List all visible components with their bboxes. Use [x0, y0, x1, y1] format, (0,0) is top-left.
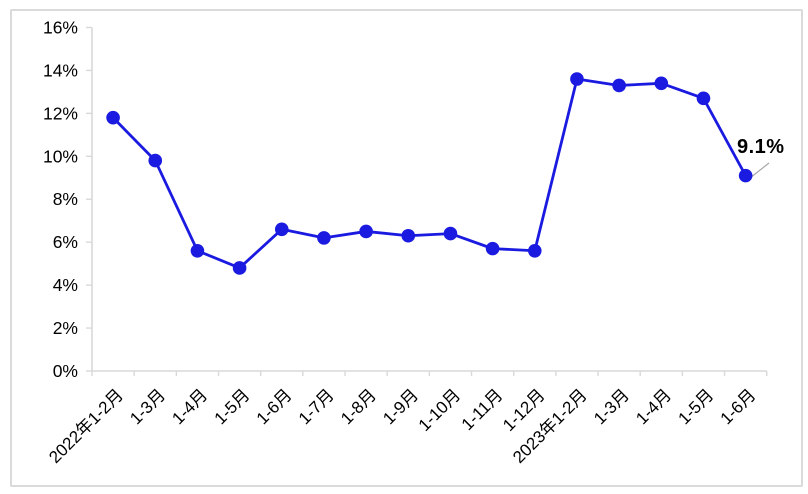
y-tick-label: 2%	[53, 318, 78, 338]
x-tick-label: 1-5月	[211, 385, 254, 428]
data-point	[570, 72, 584, 86]
data-point	[485, 241, 500, 256]
y-tick-label: 10%	[43, 146, 78, 166]
data-point	[527, 243, 542, 258]
data-point	[738, 168, 753, 183]
data-point	[148, 153, 163, 168]
data-point	[696, 91, 711, 106]
x-tick-label: 2023年1-2月	[509, 385, 591, 467]
data-point	[612, 78, 626, 93]
x-tick-label: 1-3月	[590, 385, 633, 428]
y-tick-label: 0%	[53, 361, 78, 381]
data-point	[274, 222, 289, 237]
data-point	[443, 226, 458, 241]
x-tick-label: 2022年1-2月	[45, 385, 127, 467]
y-tick-label: 14%	[43, 60, 78, 80]
x-tick-label: 1-11月	[458, 385, 507, 434]
x-tick-label: 1-10月	[415, 385, 465, 435]
data-point	[106, 110, 120, 125]
data-point	[654, 76, 669, 91]
x-tick-label: 1-3月	[126, 385, 169, 428]
y-tick-label: 4%	[53, 275, 78, 295]
x-tick-label: 1-6月	[717, 385, 760, 428]
y-tick-label: 8%	[53, 189, 78, 209]
last-point-data-label: 9.1%	[737, 136, 785, 158]
x-tick-label: 1-8月	[337, 385, 380, 428]
y-tick-label: 6%	[53, 232, 78, 252]
data-point	[401, 228, 416, 243]
x-tick-label: 1-4月	[632, 385, 675, 428]
data-point	[232, 261, 247, 275]
y-tick-label: 16%	[43, 17, 78, 37]
x-tick-label: 1-6月	[253, 385, 296, 428]
y-tick-label: 12%	[43, 103, 78, 123]
series-line	[111, 77, 748, 270]
leader-line	[749, 162, 770, 179]
x-tick-label: 1-4月	[168, 385, 211, 428]
data-point	[359, 224, 373, 239]
data-point	[317, 231, 331, 245]
data-point	[190, 243, 205, 258]
x-tick-label: 1-7月	[295, 385, 338, 428]
x-tick-label: 1-5月	[674, 385, 717, 428]
